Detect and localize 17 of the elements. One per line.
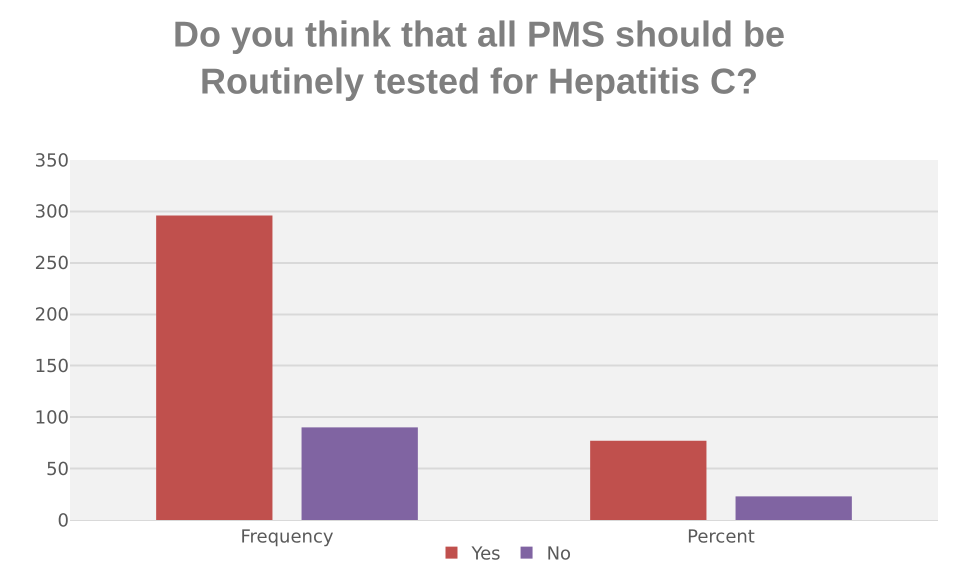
- y-tick-label: 300: [34, 202, 69, 223]
- x-tick-label: Percent: [687, 526, 755, 548]
- bar: [736, 496, 852, 520]
- x-tick-label: Frequency: [240, 526, 334, 548]
- y-tick-label: 100: [34, 407, 69, 428]
- chart-title: Do you think that all PMS should be Routinely tested for Hepatitis C?: [172, 14, 786, 102]
- y-tick-label: 350: [34, 150, 69, 172]
- y-tick-label: 150: [34, 356, 69, 378]
- legend-label: No: [546, 544, 572, 565]
- y-tick-label: 0: [58, 510, 69, 532]
- bar: [156, 216, 272, 520]
- y-tick-label: 250: [34, 253, 69, 274]
- bar: [590, 440, 706, 520]
- y-tick-label: 50: [46, 458, 69, 480]
- y-tick-label: 200: [34, 304, 69, 326]
- legend-label: Yes: [470, 544, 501, 565]
- bar: [302, 427, 418, 520]
